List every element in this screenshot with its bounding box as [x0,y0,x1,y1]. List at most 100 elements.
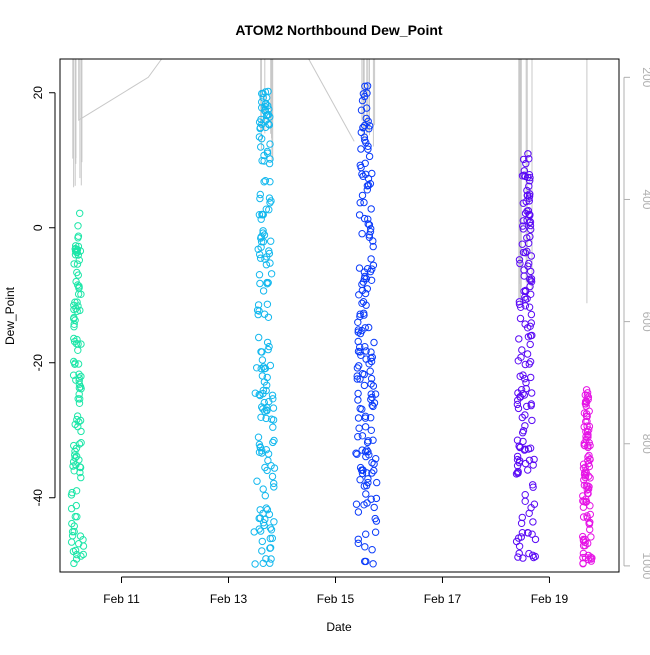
x-tick-label: Feb 15 [317,592,355,606]
data-point [261,100,270,108]
data-point [266,199,274,207]
y-axis-label: Dew_Point [3,286,17,345]
data-point [366,122,374,130]
data-point [268,472,277,481]
data-point [515,298,524,306]
data-point [74,346,82,354]
y-tick-label: -20 [31,354,45,372]
data-point [360,198,368,207]
data-point [367,414,375,422]
data-point [259,229,267,237]
data-point [360,214,369,223]
data-point [354,326,362,334]
data-point [361,543,369,551]
data-point [527,401,535,410]
data-point [264,456,272,465]
pressure-trace [72,58,588,304]
data-point [70,334,78,343]
data-point [359,278,367,286]
data-point [267,462,275,470]
data-point [514,469,522,477]
data-point [528,331,536,340]
y2-tick-label: 600 [640,312,650,332]
data-point [259,485,267,493]
data-point [77,340,85,348]
data-point [518,529,527,537]
data-point [254,433,263,441]
data-point [526,282,534,291]
data-point [258,157,266,165]
data-point [68,519,76,528]
data-point [72,501,81,510]
data-point [358,370,367,378]
data-point [367,495,375,503]
data-point [584,431,592,439]
data-point [583,412,591,421]
data-point [71,447,79,455]
data-point [369,261,378,269]
data-point [357,163,365,172]
data-point [582,386,591,394]
data-point [363,446,371,454]
data-point [515,549,523,557]
data-point [261,515,269,524]
y-tick-label: -40 [31,489,45,507]
data-point [523,186,531,195]
data-point [258,211,267,219]
data-point [265,247,273,255]
data-point [258,348,266,356]
data-point [364,215,372,223]
data-point [255,271,264,279]
data-point [266,155,274,163]
data-point [354,389,362,398]
data-point [583,428,592,436]
data-point [516,393,525,401]
data-point [255,390,263,399]
data-point [251,389,260,397]
data-point [370,460,378,468]
data-point [266,259,274,267]
y2-tick-label: 200 [640,67,650,87]
data-point [265,159,274,168]
data-point [368,353,376,361]
data-point [361,343,369,351]
data-point [365,125,373,133]
data-point [526,275,534,283]
data-point [256,391,264,400]
data-point [266,534,274,543]
data-point [523,216,531,224]
data-point [70,260,78,268]
data-point [77,372,85,381]
data-point [521,422,529,430]
data-point [355,264,364,272]
data-point [77,473,85,482]
data-point [367,374,376,383]
data-point [364,117,372,126]
data-point [257,215,265,223]
data-point [513,400,522,409]
data-point [69,371,78,379]
data-point [585,426,593,434]
data-point [363,104,371,112]
data-point [72,277,80,286]
plot-frame [59,58,620,573]
series-feb-18-sounding [512,150,540,562]
data-point [266,544,275,552]
data-point [369,560,377,568]
data-point [525,360,533,368]
data-point [524,262,532,270]
data-point [513,455,522,464]
data-point [515,256,524,264]
chart-title: ATOM2 Northbound Dew_Point [235,22,442,38]
data-point [520,171,528,179]
data-point [362,138,370,147]
data-point [524,333,533,341]
data-point [584,485,593,493]
data-point [524,150,532,158]
data-point [69,458,78,466]
data-point [269,438,277,447]
data-point [267,415,276,423]
data-point [266,524,275,532]
data-point [531,535,540,544]
